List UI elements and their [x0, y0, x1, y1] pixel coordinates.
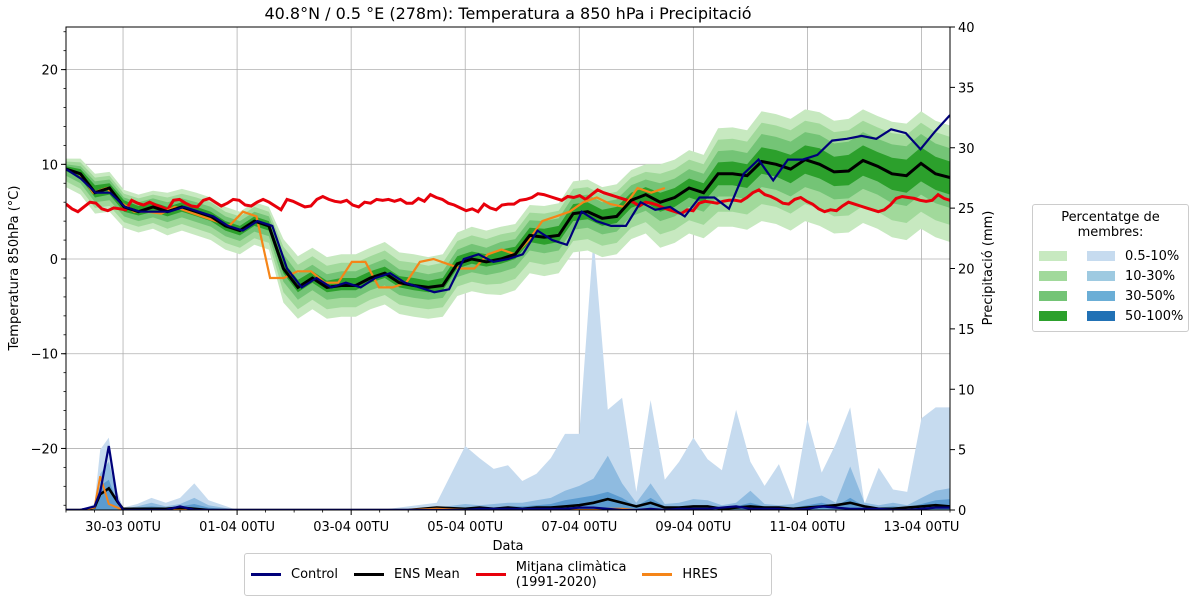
- series-legend: Control ENS Mean Mitjana climàtica (1991…: [244, 553, 772, 596]
- y-right-tick-label: 35: [958, 81, 975, 96]
- legend-label-hres: HRES: [682, 567, 718, 582]
- y-left-tick-label: 20: [41, 64, 58, 79]
- y-left-tick-label: −20: [31, 442, 58, 457]
- y-right-tick-label: 30: [958, 142, 975, 157]
- y-right-tick-label: 0: [958, 504, 966, 519]
- x-tick-label: 07-04 00TU: [541, 520, 617, 535]
- percentile-row-0-10: 0.5-10%: [1039, 248, 1180, 264]
- temp-band-50_100: [66, 145, 950, 293]
- percentile-row-30-50: 30-50%: [1039, 288, 1176, 304]
- percentile-label: 30-50%: [1125, 288, 1176, 304]
- legend-item-ens-mean: ENS Mean: [354, 567, 460, 582]
- x-tick-label: 05-04 00TU: [427, 520, 503, 535]
- legend-swatch-climate: [475, 573, 506, 576]
- percentile-legend-title: Percentatge de membres:: [1061, 210, 1160, 240]
- y-right-tick-label: 20: [958, 263, 975, 278]
- percentile-row-50-100: 50-100%: [1039, 308, 1184, 324]
- y-right-tick-label: 15: [958, 323, 975, 338]
- legend-item-hres: HRES: [642, 567, 718, 582]
- y-left-tick-label: 10: [41, 158, 58, 173]
- green-swatch-0-10: [1039, 251, 1067, 261]
- legend-label-climate: Mitjana climàtica (1991-2020): [515, 559, 627, 590]
- y-right-tick-label: 40: [958, 21, 975, 36]
- green-swatch-10-30: [1039, 271, 1067, 281]
- y-axis-right-label: Precipitació (mm): [981, 211, 996, 326]
- x-tick-label: 11-04 00TU: [769, 520, 845, 535]
- control-precip-line: [66, 445, 950, 510]
- legend-item-climate: Mitjana climàtica (1991-2020): [475, 559, 627, 590]
- green-swatch-30-50: [1039, 291, 1067, 301]
- y-right-tick-label: 5: [958, 444, 966, 459]
- legend-item-control: Control: [251, 567, 338, 582]
- y-left-tick-label: 0: [50, 253, 58, 268]
- y-left-tick-label: −10: [31, 348, 58, 363]
- blue-swatch-50-100: [1087, 311, 1115, 321]
- green-swatch-50-100: [1039, 311, 1067, 321]
- legend-label-ens-mean: ENS Mean: [394, 567, 460, 582]
- percentile-legend: Percentatge de membres: 0.5-10% 10-30% 3…: [1032, 204, 1189, 332]
- x-tick-label: 13-04 00TU: [884, 520, 960, 535]
- precip-band-0_10: [66, 238, 950, 510]
- x-axis-label: Data: [492, 539, 523, 554]
- y-axis-left-label: Temperatura 850hPa (°C): [7, 186, 22, 352]
- legend-label-control: Control: [291, 567, 338, 582]
- climate-line: [66, 188, 950, 216]
- blue-swatch-30-50: [1087, 291, 1115, 301]
- legend-swatch-ens-mean: [354, 573, 384, 576]
- legend-swatch-control: [251, 573, 281, 576]
- x-tick-label: 30-03 00TU: [85, 520, 161, 535]
- x-tick-label: 03-04 00TU: [313, 520, 389, 535]
- x-tick-label: 09-04 00TU: [655, 520, 731, 535]
- axis-layer: 30-03 00TU 01-04 00TU 03-04 00TU 05-04 00TU…: [31, 21, 975, 535]
- percentile-label: 50-100%: [1125, 308, 1184, 324]
- y-right-tick-label: 25: [958, 202, 975, 217]
- chart-title: 40.8°N / 0.5 °E (278m): Temperatura a 85…: [264, 4, 752, 23]
- percentile-row-10-30: 10-30%: [1039, 268, 1176, 284]
- legend-swatch-hres: [642, 573, 673, 576]
- ens-mean-temp-line: [66, 157, 950, 290]
- control-temp-line: [66, 114, 950, 294]
- y-right-tick-label: 10: [958, 383, 975, 398]
- blue-swatch-10-30: [1087, 271, 1115, 281]
- x-tick-label: 01-04 00TU: [199, 520, 275, 535]
- percentile-label: 0.5-10%: [1125, 248, 1180, 264]
- blue-swatch-0-10: [1087, 251, 1115, 261]
- percentile-label: 10-30%: [1125, 268, 1176, 284]
